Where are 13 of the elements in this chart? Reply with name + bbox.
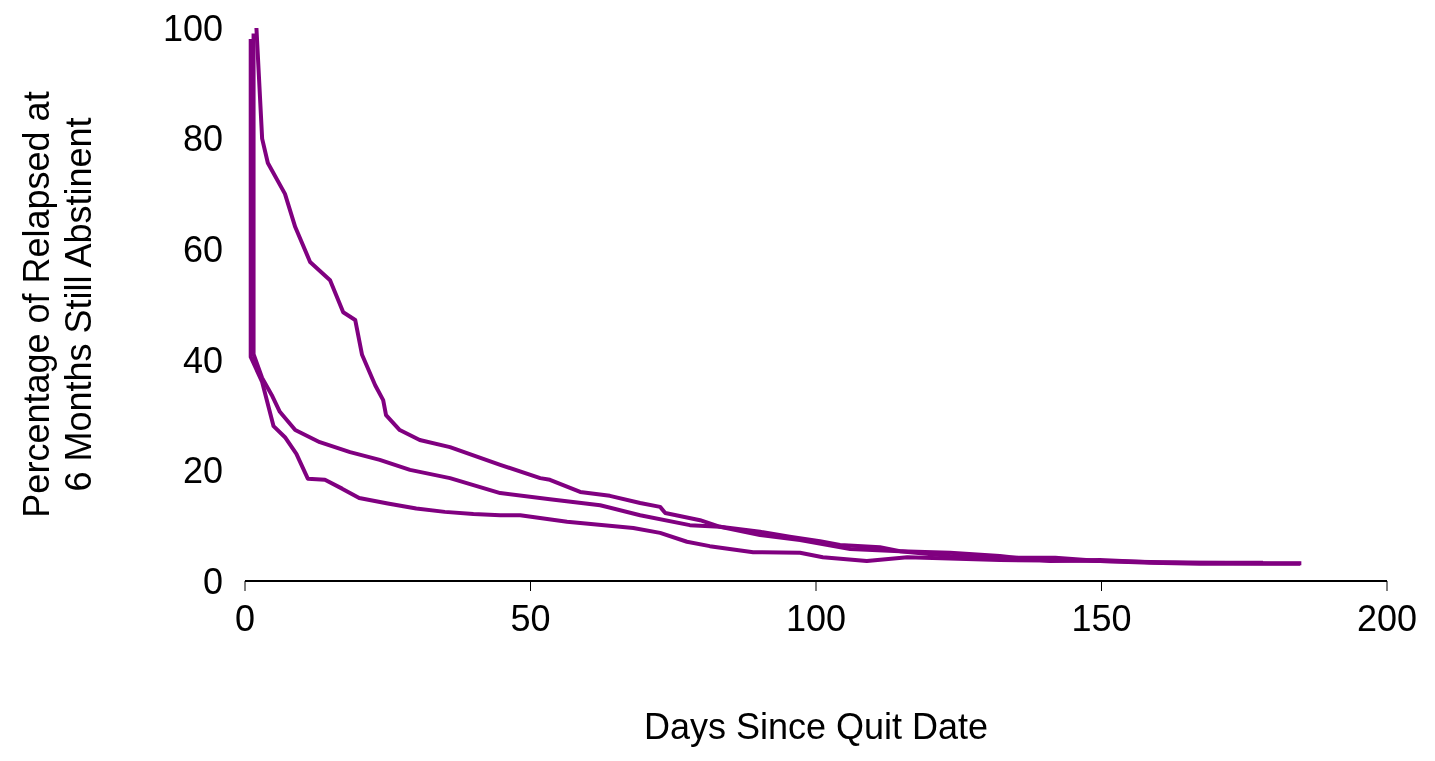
y-tick-label: 100: [162, 7, 223, 49]
y-tick-label: 20: [182, 450, 223, 492]
x-tick-label: 150: [1071, 597, 1132, 639]
x-tick-label: 50: [510, 597, 551, 639]
y-tick-label: 80: [182, 118, 223, 160]
y-tick-label: 60: [182, 228, 223, 270]
y-tick-label: 0: [202, 560, 223, 602]
x-tick-label: 200: [1356, 597, 1418, 639]
y-axis-title: Percentage of Relapsed at 6 Months Still Abstinent: [16, 91, 99, 518]
x-tick-label: 100: [785, 597, 847, 639]
x-tick-label: 0: [234, 597, 256, 639]
x-axis-title: Days Since Quit Date: [643, 706, 989, 747]
y-tick-label: 40: [182, 339, 223, 381]
